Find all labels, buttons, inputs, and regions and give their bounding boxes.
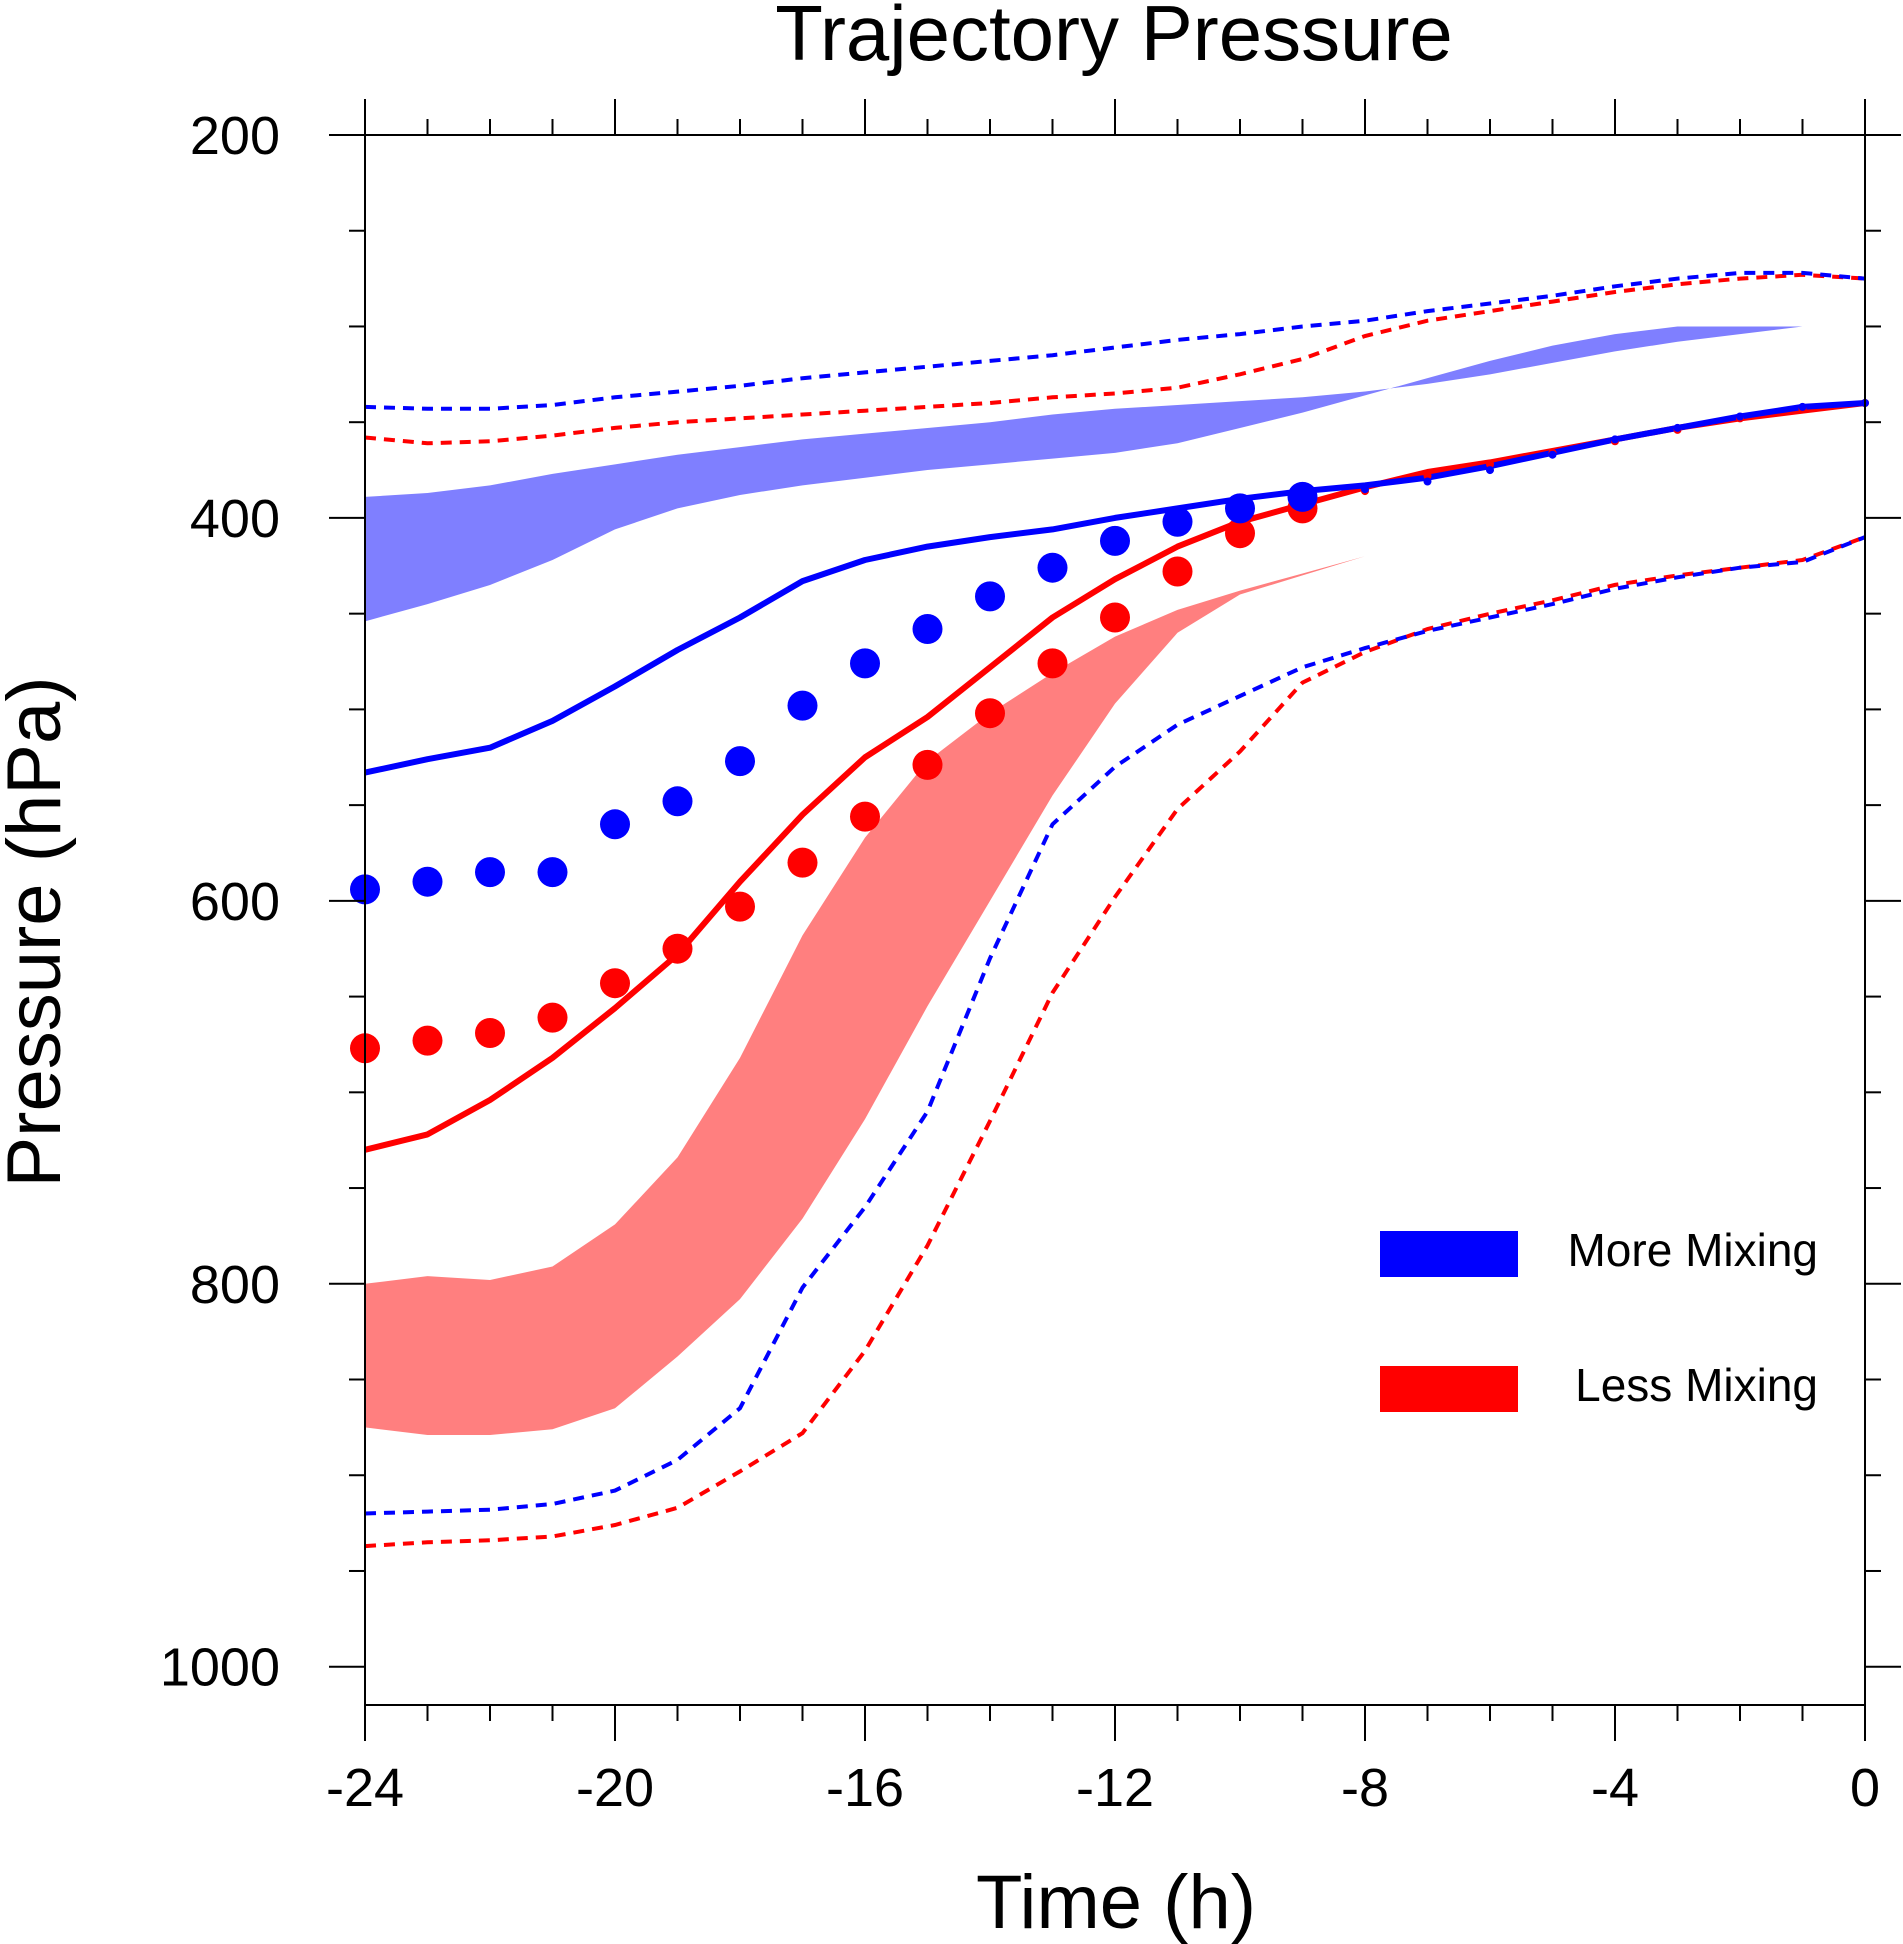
legend-label-more-mixing: More Mixing — [1567, 1224, 1818, 1276]
line-more-mean — [364, 400, 1866, 776]
dot-more-median — [1673, 423, 1682, 432]
dot-less-median — [1486, 460, 1494, 469]
dot-more-median — [1611, 435, 1619, 444]
x-tick-labels: -24 -20 -16 -12 -8 -4 0 — [326, 1758, 1880, 1818]
dot-less-median — [975, 698, 1005, 729]
dot-more-median — [1100, 525, 1130, 556]
line-more-upper — [364, 270, 1866, 411]
x-axis-label: Time (h) — [976, 1860, 1256, 1944]
band-more-mixing — [365, 322, 1865, 622]
dot-less-median — [1100, 602, 1130, 633]
dot-more-median — [1037, 552, 1068, 583]
dot-less-median — [662, 933, 693, 964]
x-tick-label: -24 — [326, 1758, 404, 1818]
chart-title: Trajectory Pressure — [775, 0, 1453, 77]
dot-less-median — [537, 1002, 568, 1033]
x-tick-label: -8 — [1341, 1758, 1389, 1818]
legend: More Mixing Less Mixing — [1380, 1224, 1818, 1412]
dot-less-median — [912, 749, 943, 780]
line-more-lower — [364, 535, 1866, 1516]
y-axis-label: Pressure (hPa) — [0, 676, 77, 1187]
band-less-mixing — [365, 475, 1865, 1436]
dot-more-median — [1162, 506, 1193, 537]
dot-less-median — [600, 968, 630, 999]
y-tick-label: 1000 — [160, 1638, 280, 1698]
dot-more-median — [787, 690, 818, 721]
dots-layer — [350, 399, 1869, 1064]
dot-more-median — [1486, 466, 1494, 475]
dot-more-median — [475, 857, 505, 888]
dot-less-median — [1225, 518, 1255, 549]
x-tick-label: -20 — [576, 1758, 654, 1818]
dot-more-median — [1423, 477, 1432, 486]
y-tick-labels: 200 400 600 800 1000 — [160, 106, 280, 1698]
dot-less-median — [850, 801, 880, 832]
dot-more-median — [600, 809, 630, 840]
dot-less-median — [725, 891, 755, 922]
line-less-upper — [364, 272, 1866, 446]
y-tick-label: 800 — [190, 1255, 280, 1315]
dot-more-median — [1736, 412, 1744, 421]
dot-more-median — [725, 746, 755, 777]
y-tick-label: 400 — [190, 489, 280, 549]
legend-swatch-less-mixing — [1380, 1366, 1518, 1412]
dot-more-median — [1225, 493, 1255, 524]
line-less-lower — [364, 535, 1866, 1549]
x-tick-label: -16 — [826, 1758, 904, 1818]
plot-frame — [364, 134, 1866, 1706]
legend-swatch-more-mixing — [1380, 1231, 1518, 1277]
dot-less-median — [1037, 648, 1068, 679]
axis-ticks — [329, 99, 1901, 1741]
y-tick-label: 200 — [190, 106, 280, 166]
x-tick-label: 0 — [1850, 1758, 1880, 1818]
legend-label-less-mixing: Less Mixing — [1575, 1359, 1818, 1411]
dot-more-median — [850, 648, 880, 679]
dot-less-median — [475, 1018, 505, 1048]
dot-more-median — [1798, 402, 1807, 411]
x-tick-label: -12 — [1076, 1758, 1154, 1818]
dot-more-median — [1361, 485, 1369, 494]
plot-area — [350, 270, 1869, 1549]
dot-more-median — [662, 786, 693, 817]
x-tick-label: -4 — [1591, 1758, 1639, 1818]
dot-less-median — [412, 1025, 443, 1056]
dot-more-median — [912, 614, 943, 644]
dot-more-median — [975, 581, 1005, 612]
dot-more-median — [412, 866, 443, 897]
dot-more-median — [1287, 481, 1318, 512]
dot-less-median — [1423, 471, 1432, 480]
dot-more-median — [1548, 450, 1557, 459]
y-tick-label: 600 — [190, 872, 280, 932]
dot-less-median — [1162, 556, 1193, 587]
dot-less-median — [787, 847, 818, 878]
bands-layer — [365, 322, 1865, 1436]
dot-more-median — [537, 857, 568, 888]
